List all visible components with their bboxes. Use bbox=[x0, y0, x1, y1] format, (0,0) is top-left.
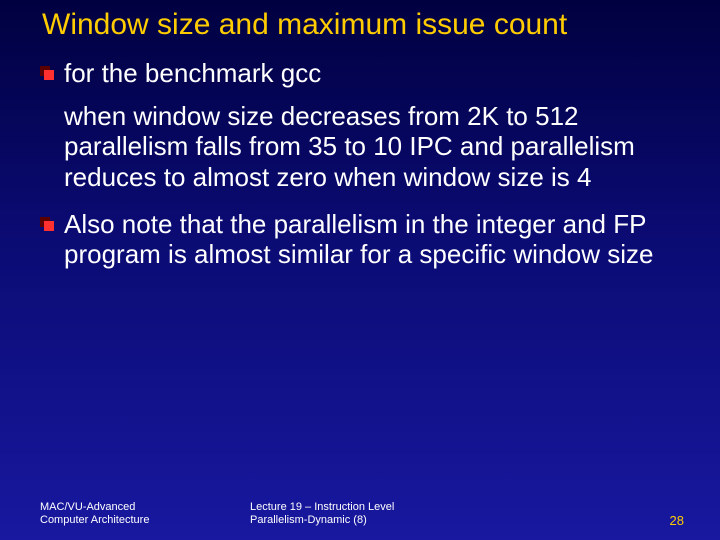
bullet-square-icon bbox=[40, 66, 54, 80]
slide-body: for the benchmark gcc when window size d… bbox=[0, 42, 720, 270]
footer-center-line1: Lecture 19 – Instruction Level bbox=[250, 501, 644, 515]
bullet-item: Also note that the parallelism in the in… bbox=[40, 209, 700, 270]
footer-center-line2: Parallelism-Dynamic (8) bbox=[250, 514, 644, 528]
slide-title: Window size and maximum issue count bbox=[0, 0, 720, 42]
bullet-subtext: when window size decreases from 2K to 51… bbox=[64, 101, 700, 193]
bullet-text: for the benchmark gcc bbox=[64, 58, 321, 89]
bullet-item: for the benchmark gcc bbox=[40, 58, 700, 89]
footer-left: MAC/VU-Advanced Computer Architecture bbox=[40, 501, 250, 529]
page-number: 28 bbox=[644, 513, 684, 528]
footer-left-line2: Computer Architecture bbox=[40, 514, 250, 528]
footer-center: Lecture 19 – Instruction Level Paralleli… bbox=[250, 501, 644, 529]
bullet-square-icon bbox=[40, 217, 54, 231]
slide-footer: MAC/VU-Advanced Computer Architecture Le… bbox=[0, 501, 720, 529]
footer-left-line1: MAC/VU-Advanced bbox=[40, 501, 250, 515]
bullet-text: Also note that the parallelism in the in… bbox=[64, 209, 700, 270]
